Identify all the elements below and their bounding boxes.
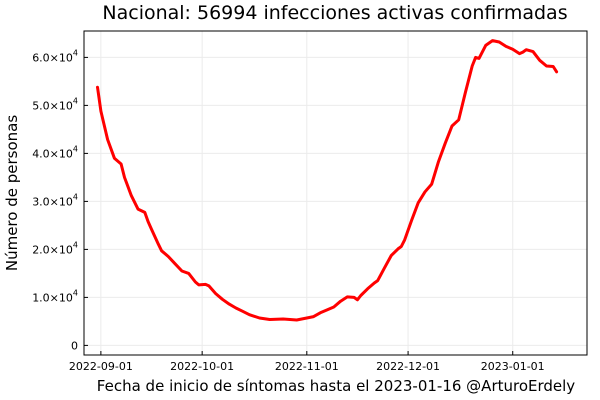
x-axis-ticks: 2022-09-01 2022-10-01 2022-11-01 2022-12-01…: [69, 351, 545, 373]
y-tick-label: 2.0×104: [32, 240, 78, 256]
y-tick-label: 6.0×104: [32, 48, 78, 64]
x-tick-label: 2022-12-01: [376, 360, 440, 373]
x-axis-label: Fecha de inicio de síntomas hasta el 202…: [97, 377, 576, 395]
y-axis-ticks: 0 1.0×104 2.0×104 3.0×104 4.0×104 5.0×104 6.0×…: [32, 48, 88, 352]
y-tick-label: 0: [71, 339, 78, 352]
x-tick-label: 2022-11-01: [275, 360, 339, 373]
chart-title: Nacional: 56994 infecciones activas conf…: [102, 2, 567, 24]
y-tick-label: 5.0×104: [32, 96, 78, 112]
y-axis-label: Número de personas: [3, 115, 21, 271]
x-tick-label: 2022-10-01: [170, 360, 234, 373]
series-line-active-infections: [96, 39, 559, 322]
plot-frame: [83, 30, 588, 356]
x-tick-label: 2022-09-01: [69, 360, 133, 373]
y-tick-label: 3.0×104: [32, 192, 78, 208]
y-tick-label: 4.0×104: [32, 144, 78, 160]
grid: [84, 31, 587, 355]
y-tick-label: 1.0×104: [32, 288, 78, 304]
x-tick-label: 2023-01-01: [481, 360, 545, 373]
